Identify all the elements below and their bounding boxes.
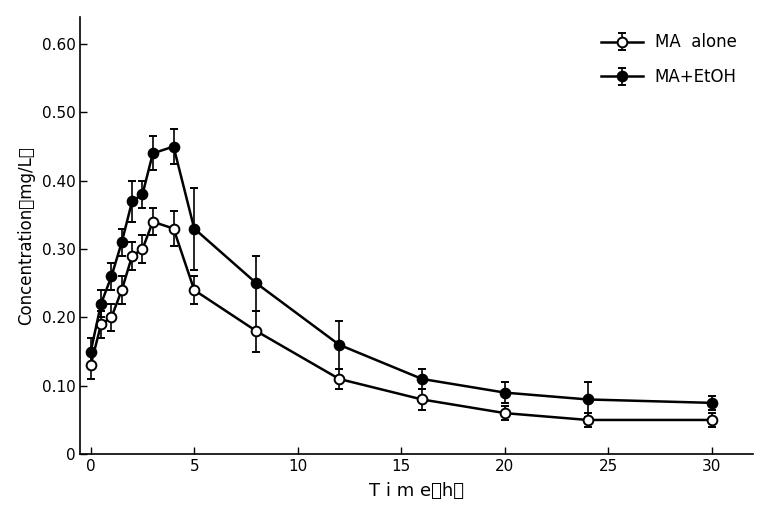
- X-axis label: T i m e（h）: T i m e（h）: [370, 482, 464, 500]
- Legend: MA  alone, MA+EtOH: MA alone, MA+EtOH: [593, 25, 745, 94]
- Y-axis label: Concentration（mg/L）: Concentration（mg/L）: [17, 146, 35, 325]
